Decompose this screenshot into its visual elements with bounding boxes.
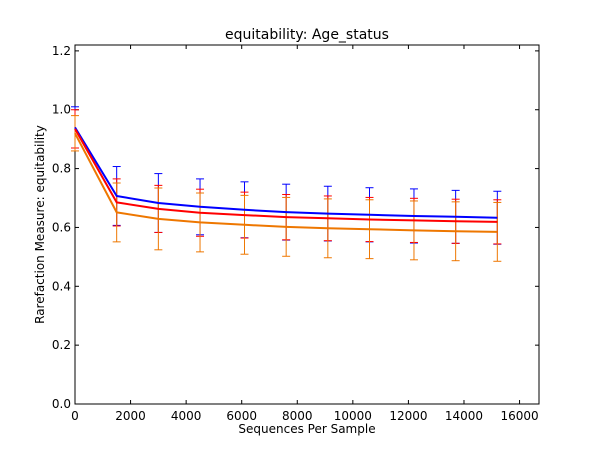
x-tick-label: 14000: [445, 409, 483, 423]
error-bar: [493, 201, 502, 262]
x-axis-label: Sequences Per Sample: [238, 422, 375, 436]
x-tick-label: 6000: [226, 409, 257, 423]
plot-area: [74, 44, 540, 405]
x-tick-label: 0: [71, 409, 79, 423]
chart-title: equitability: Age_status: [225, 27, 389, 43]
x-tick-label: 4000: [171, 409, 202, 423]
y-tick-label: 0.2: [52, 338, 71, 352]
y-tick-label: 1.2: [52, 44, 71, 58]
y-tick-label: 0.4: [52, 279, 71, 293]
x-tick-label: 2000: [115, 409, 146, 423]
x-tick-label: 10000: [334, 409, 372, 423]
series-line-1: [74, 128, 498, 223]
series-lines: [74, 126, 498, 233]
y-tick-label: 0.0: [52, 397, 71, 411]
y-tick-label: 1.0: [52, 103, 71, 117]
x-tick-label: 12000: [389, 409, 427, 423]
y-tick-label: 0.6: [52, 220, 71, 234]
axis-ticks: 0 2000 4000 6000 8000 10000 12000 14000 16000 0.0…: [52, 44, 539, 423]
x-tick-label: 16000: [500, 409, 538, 423]
series-line-2: [74, 132, 498, 233]
series-line-0: [74, 126, 498, 219]
y-tick-label: 0.8: [52, 162, 71, 176]
error-bar: [71, 115, 79, 152]
y-axis-label: Rarefaction Measure: equitability: [33, 125, 47, 324]
x-tick-label: 8000: [282, 409, 313, 423]
